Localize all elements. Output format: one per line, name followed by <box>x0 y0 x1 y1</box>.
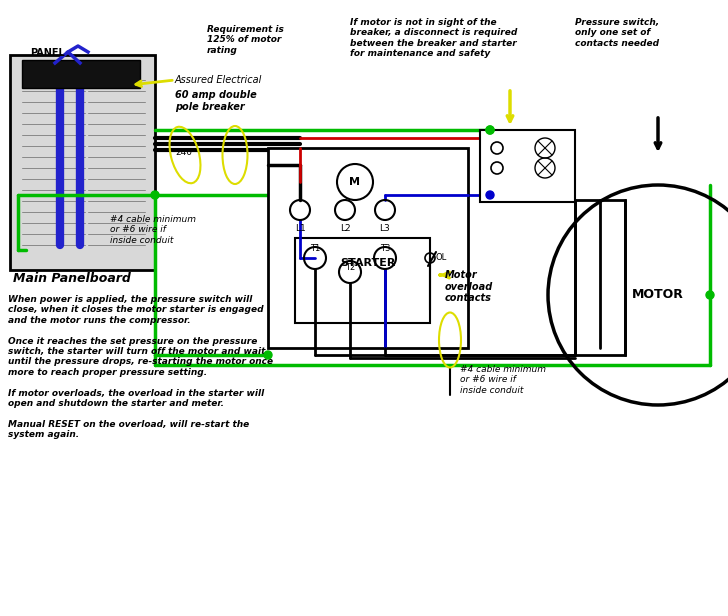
Bar <box>295 238 430 323</box>
Text: L1: L1 <box>295 224 305 233</box>
Text: L2: L2 <box>340 224 350 233</box>
Text: #4 cable minimum
or #6 wire if
inside conduit: #4 cable minimum or #6 wire if inside co… <box>460 365 546 395</box>
Text: PANEL: PANEL <box>30 48 65 58</box>
Text: L3: L3 <box>379 224 390 233</box>
Circle shape <box>706 291 714 299</box>
Bar <box>480 130 575 202</box>
Text: T2: T2 <box>345 264 355 272</box>
Bar <box>575 200 625 355</box>
Circle shape <box>151 191 159 199</box>
Text: Pressure switch,
only one set of
contacts needed: Pressure switch, only one set of contact… <box>575 18 659 48</box>
Text: 60 amp double
pole breaker: 60 amp double pole breaker <box>175 90 257 111</box>
Text: OL: OL <box>436 254 447 262</box>
Bar <box>10 55 155 270</box>
Circle shape <box>264 351 272 359</box>
Text: Main Panelboard: Main Panelboard <box>13 272 131 285</box>
Text: MOTOR: MOTOR <box>632 288 684 301</box>
Text: #4 cable minimum
or #6 wire if
inside conduit: #4 cable minimum or #6 wire if inside co… <box>110 215 196 245</box>
Bar <box>22 60 140 88</box>
Text: If motor is not in sight of the
breaker, a disconnect is required
between the br: If motor is not in sight of the breaker,… <box>350 18 518 58</box>
Text: Motor
overload
contacts: Motor overload contacts <box>445 270 494 303</box>
Text: M: M <box>349 177 360 187</box>
Text: Requirement is
125% of motor
rating: Requirement is 125% of motor rating <box>207 25 284 55</box>
Text: Assured Electrical: Assured Electrical <box>175 75 262 85</box>
Bar <box>268 148 468 348</box>
Circle shape <box>486 191 494 199</box>
Text: T1: T1 <box>310 244 320 253</box>
Circle shape <box>486 126 494 134</box>
Text: 240: 240 <box>175 148 192 157</box>
Circle shape <box>486 126 494 134</box>
Text: STARTER: STARTER <box>340 258 396 268</box>
Text: T3: T3 <box>380 244 390 253</box>
Text: When power is applied, the pressure switch will
close, when it closes the motor : When power is applied, the pressure swit… <box>8 295 273 439</box>
